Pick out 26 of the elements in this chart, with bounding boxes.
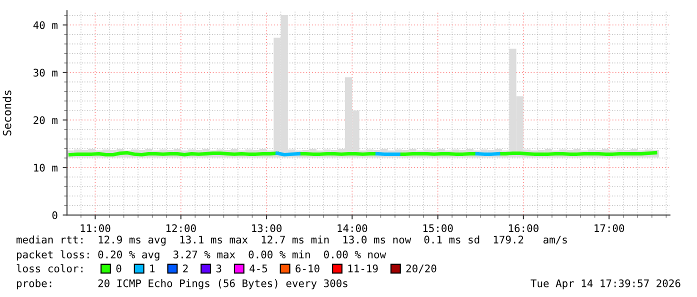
text: packet loss: 0.20 % avg 3.27 % max 0.00 % min 0.00 % now — [17, 250, 386, 261]
x-tick-label: 13:00 — [252, 224, 282, 232]
legend-label: 20/20 — [406, 264, 436, 274]
y-tick-label: 40 m — [33, 21, 58, 30]
text: probe: 20 ICMP Echo Pings (56 Bytes) every 300s — [17, 279, 348, 290]
legend-title: loss color: — [16, 264, 83, 272]
x-tick-label: 15:00 — [423, 224, 453, 232]
x-tick-label: 17:00 — [594, 224, 624, 232]
legend-label: 0 — [116, 264, 122, 272]
legend-label: 4-5 — [250, 264, 268, 272]
legend-label: 6-10 — [296, 264, 320, 272]
legend-label: 1 — [150, 264, 155, 272]
y-tick-label: 10 m — [34, 164, 58, 172]
y-tick-label: 0 — [52, 211, 58, 220]
y-tick-label: 30 m — [34, 68, 58, 77]
x-tick-label: 11:00 — [80, 224, 110, 232]
x-tick-label: 16:00 — [509, 224, 538, 232]
x-tick-label: 14:00 — [338, 224, 368, 232]
legend-label: 2 — [183, 264, 188, 272]
legend-label: 11-19 — [348, 264, 378, 272]
legend-label: 3 — [216, 264, 222, 272]
y-axis-title: Seconds — [2, 90, 12, 136]
text: median rtt: 12.9 ms avg 13.1 ms max 12.7 ms min 13.0 ms now 0.1 ms sd 179.2 am/s — [16, 235, 567, 246]
x-tick-label: 12:00 — [166, 224, 196, 232]
y-tick-label: 20 m — [34, 116, 58, 124]
text: Tue Apr 14 17:39:57 2026 — [530, 279, 680, 290]
